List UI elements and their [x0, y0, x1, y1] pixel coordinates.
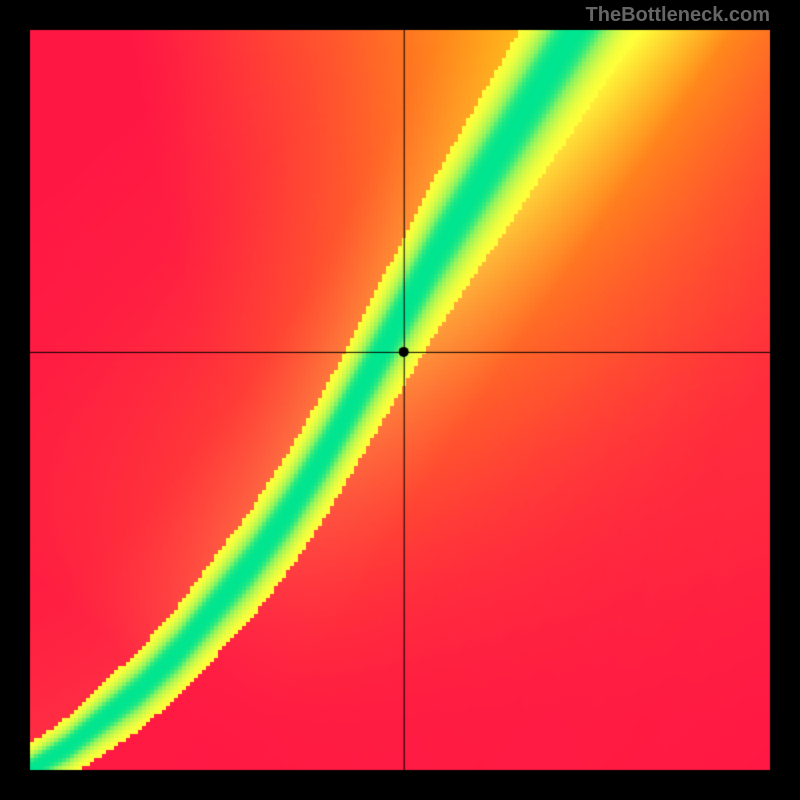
heatmap-canvas — [0, 0, 800, 800]
watermark-text: TheBottleneck.com — [586, 4, 770, 27]
chart-container: TheBottleneck.com — [0, 0, 800, 800]
